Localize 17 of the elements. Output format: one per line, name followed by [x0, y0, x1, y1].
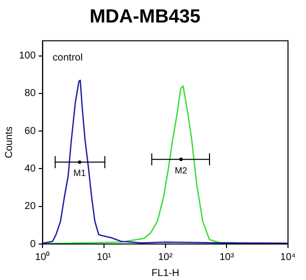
annotation: control	[52, 52, 83, 64]
y-axis-title: Counts	[4, 126, 15, 158]
y-tick-label: 80	[24, 88, 36, 100]
x-tick-label: 10⁴	[280, 252, 296, 263]
x-axis-title: FL1-H	[151, 268, 180, 279]
y-tick-label: 60	[24, 126, 36, 137]
chart-title: MDA-MB435	[90, 6, 201, 28]
text: M1	[73, 168, 86, 178]
y-tick-label: 40	[24, 163, 36, 174]
y-tick-label: 20	[24, 201, 36, 212]
y-tick-label: 0	[30, 238, 36, 250]
x-tick-label: 10²	[158, 252, 174, 263]
x-tick-label: 10¹	[96, 252, 112, 263]
text: M2	[174, 165, 188, 176]
x-tick-label: 10³	[219, 252, 235, 263]
y-tick-label: 100	[18, 50, 36, 62]
x-tick-label: 10⁰	[35, 250, 50, 263]
